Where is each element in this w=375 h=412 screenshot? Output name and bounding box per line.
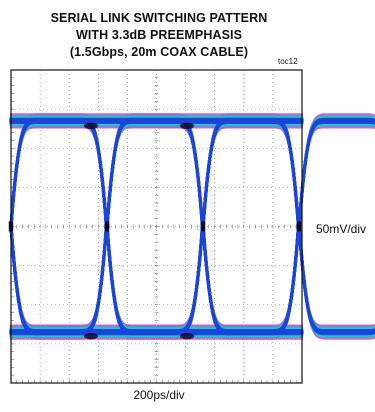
plot-frame — [10, 69, 303, 384]
trace-transition-fall — [9, 224, 375, 333]
overshoot-peak-low — [180, 332, 195, 340]
eye-crossing-marker — [104, 221, 110, 232]
overshoot-peak-low — [84, 332, 99, 340]
trace-transition-fall — [9, 225, 375, 340]
chart-title: SERIAL LINK SWITCHING PATTERN WITH 3.3dB… — [0, 10, 318, 61]
overshoot-peak-high — [84, 122, 99, 130]
title-line-1: SERIAL LINK SWITCHING PATTERN — [50, 11, 268, 25]
overshoot-peak-high — [180, 122, 195, 130]
y-scale-label: 50mV/div — [316, 222, 367, 236]
trace-transition-rise — [9, 120, 375, 229]
figure-id: toc12 — [278, 57, 298, 66]
x-scale-label: 200ps/div — [133, 388, 185, 402]
title-line-2: WITH 3.3dB PREEMPHASIS — [75, 28, 243, 42]
eye-traces — [8, 113, 375, 340]
trace-transition-rise — [9, 126, 375, 228]
title-line-3: (1.5Gbps, 20m COAX CABLE) — [69, 45, 249, 59]
trace-transition-rise — [9, 113, 375, 228]
trace-transition-rise — [9, 124, 375, 228]
eye-crossing-marker — [200, 221, 206, 232]
eye-crossing-marker — [296, 221, 302, 232]
trace-transition-fall — [9, 225, 375, 327]
trace-transition-fall — [9, 225, 375, 338]
